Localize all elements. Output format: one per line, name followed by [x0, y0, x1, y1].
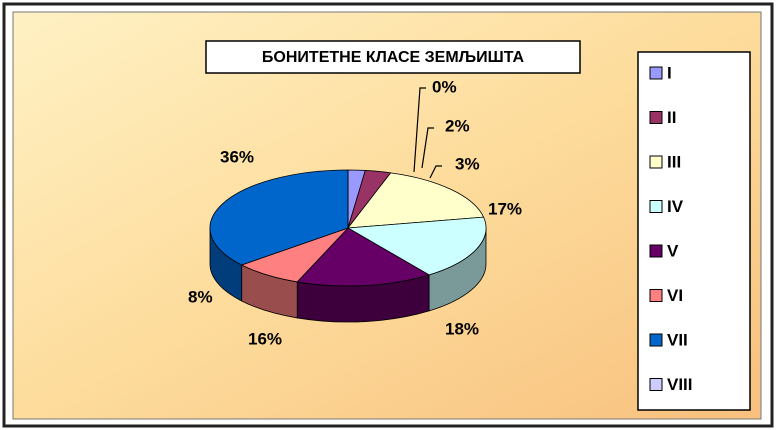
- data-label: 17%: [488, 199, 522, 218]
- title-box: [205, 40, 581, 74]
- legend-label: V: [667, 241, 679, 260]
- slice: [347, 172, 485, 229]
- data-label: 16%: [248, 329, 282, 348]
- slice: [346, 216, 487, 276]
- leader-line: [429, 165, 442, 179]
- legend-swatch: [649, 66, 663, 80]
- slice: [209, 169, 349, 266]
- legend-swatch: [649, 155, 663, 169]
- slice: [296, 227, 431, 287]
- legend-label: VII: [667, 330, 688, 349]
- data-label: 18%: [445, 319, 479, 338]
- legend-label: VI: [667, 286, 683, 305]
- legend-box: [637, 51, 751, 411]
- legend-label: IV: [667, 197, 684, 216]
- legend-label: II: [667, 108, 676, 127]
- pie: [209, 169, 487, 323]
- leader-line: [421, 127, 434, 169]
- chart-title: БОНИТЕТНЕ КЛАСЕ ЗЕМЉИШТА: [262, 49, 525, 66]
- legend-swatch: [649, 378, 663, 391]
- legend-label: III: [667, 152, 681, 171]
- data-label: 3%: [455, 154, 480, 173]
- data-label: 0%: [432, 77, 457, 96]
- legend-swatch: [649, 289, 663, 302]
- legend-swatch: [649, 200, 663, 213]
- leader-line: [413, 87, 426, 173]
- legend-label: I: [667, 63, 672, 82]
- legend-label: VIII: [667, 375, 693, 394]
- data-label: 8%: [188, 287, 213, 306]
- data-label: 2%: [445, 116, 470, 135]
- legend-swatch: [649, 244, 663, 258]
- data-label: 36%: [220, 147, 254, 166]
- legend-swatch: [649, 333, 663, 347]
- legend-swatch: [649, 111, 663, 124]
